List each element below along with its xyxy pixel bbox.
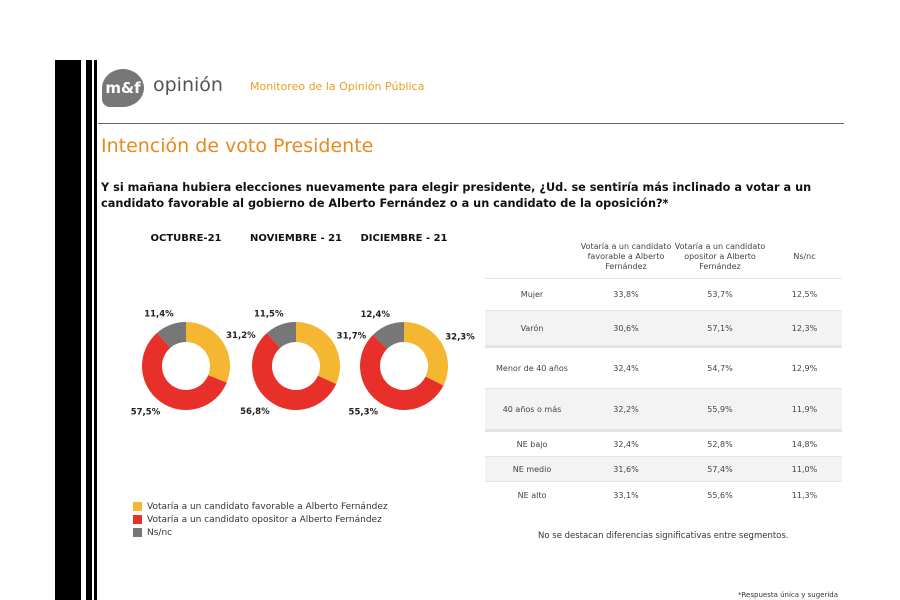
data-label: 31,2% [226, 331, 256, 341]
decor-bar [86, 60, 92, 600]
table-cell: 40 años o más [485, 388, 579, 431]
donut-slice [157, 322, 186, 348]
table-cell: NE bajo [485, 429, 579, 457]
legend-item: Votaría a un candidato favorable a Alber… [133, 500, 388, 513]
data-label: 11,4% [144, 310, 174, 320]
question-text: Y si mañana hubiera elecciones nuevament… [101, 181, 812, 210]
chart-title: DICIEMBRE - 21 [360, 233, 448, 244]
divider [98, 123, 844, 124]
donut-slice [141, 332, 227, 410]
table-row: Mujer 33,8% 53,7% 12,5% [485, 278, 842, 311]
table-cell: 12,5% [767, 278, 842, 311]
table-cell: 11,3% [767, 481, 842, 508]
table-cell: NE alto [485, 481, 579, 508]
table-cell: 54,7% [673, 345, 767, 389]
col-header: Ns/nc [793, 252, 816, 261]
note: No se destacan diferencias significativa… [538, 531, 789, 541]
donut-slice [360, 334, 444, 411]
table-cell: 53,7% [673, 278, 767, 311]
table-row: NE bajo 32,4% 52,8% 14,8% [485, 429, 842, 457]
legend-item: Votaría a un candidato opositor a Albert… [133, 513, 388, 526]
table-cell: 52,8% [673, 429, 767, 457]
data-label: 31,7% [337, 332, 367, 342]
legend: Votaría a un candidato favorable a Alber… [133, 500, 388, 539]
donut-slice [296, 322, 340, 384]
donut-slice [373, 322, 404, 349]
legend-item: Ns/nc [133, 526, 388, 539]
table-cell: 57,1% [673, 310, 767, 347]
donut-slice [186, 322, 230, 383]
table-cell: 14,8% [767, 429, 842, 457]
decor-bar [55, 60, 81, 600]
data-label: 56,8% [240, 407, 270, 417]
table-cell: 12,3% [767, 310, 842, 347]
brand-name: opinión [153, 74, 223, 96]
col-header: Votaría a un candidato opositor a Albert… [674, 242, 766, 271]
table-row: 40 años o más 32,2% 55,9% 11,9% [485, 388, 842, 431]
page-title: Intención de voto Presidente [101, 135, 374, 157]
table-cell: 31,6% [579, 456, 673, 482]
table-cell: 32,4% [579, 429, 673, 457]
table-cell: 11,9% [767, 388, 842, 431]
table-cell: 11,0% [767, 456, 842, 482]
table-row: NE alto 33,1% 55,6% 11,3% [485, 481, 842, 508]
footnote: *Respuesta única y sugerida [738, 591, 839, 599]
legend-label: Votaría a un candidato favorable a Alber… [147, 501, 388, 512]
table-cell: 57,4% [673, 456, 767, 482]
data-label: 32,3% [445, 332, 475, 342]
segment-table: Votaría a un candidato favorable a Alber… [485, 236, 842, 508]
donut-slice [251, 332, 337, 411]
table-cell: NE medio [485, 456, 579, 482]
col-header [485, 236, 579, 279]
table-cell: 12,9% [767, 345, 842, 389]
table-cell: 33,1% [579, 481, 673, 508]
table-row: Varón 30,6% 57,1% 12,3% [485, 310, 842, 347]
data-label: 57,5% [131, 408, 161, 418]
table-cell: Menor de 40 años [485, 345, 579, 389]
table-cell: 30,6% [579, 310, 673, 347]
decor-bar [94, 60, 97, 600]
table-cell: 32,2% [579, 388, 673, 431]
table-row: Menor de 40 años 32,4% 54,7% 12,9% [485, 345, 842, 389]
header-subtitle: Monitoreo de la Opinión Pública [250, 80, 425, 93]
data-label: 55,3% [349, 407, 379, 417]
logo: m&f [102, 69, 144, 107]
donut-charts: 31,2% 57,5% 11,4% 31,7% 56,8% 11,5% 32,3% 55,3%… [131, 310, 476, 418]
table-cell: 33,8% [579, 278, 673, 311]
chart-title: NOVIEMBRE - 21 [249, 233, 343, 244]
chart-title: OCTUBRE-21 [150, 233, 222, 244]
donut-slice [266, 322, 296, 348]
table-cell: 55,6% [673, 481, 767, 508]
data-label: 11,5% [254, 310, 284, 320]
legend-label: Votaría a un candidato opositor a Albert… [147, 514, 382, 525]
table-row: NE medio 31,6% 57,4% 11,0% [485, 456, 842, 482]
legend-label: Ns/nc [147, 527, 173, 538]
data-label: 12,4% [360, 310, 390, 320]
table-cell: 32,4% [579, 345, 673, 389]
table-cell: Mujer [485, 278, 579, 311]
table-cell: Varón [485, 310, 579, 347]
table-cell: 55,9% [673, 388, 767, 431]
col-header: Votaría a un candidato favorable a Alber… [580, 242, 672, 271]
donut-slice [404, 322, 448, 386]
